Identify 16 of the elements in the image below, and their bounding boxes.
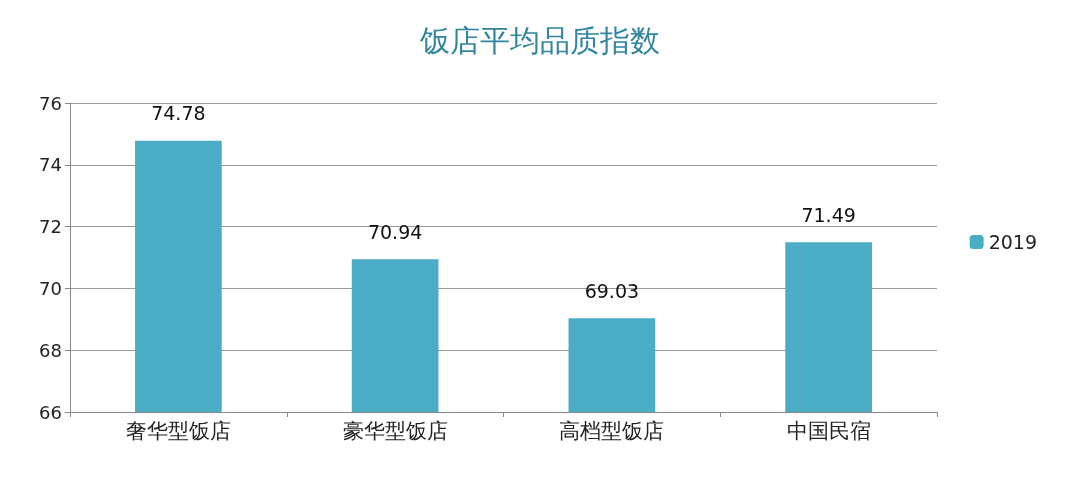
y-tick-label: 68 xyxy=(39,339,62,361)
legend-label: 2019 xyxy=(988,231,1038,253)
x-tick-label: 豪华型饭店 xyxy=(342,418,448,443)
data-label: 70.94 xyxy=(367,220,423,243)
y-tick-label: 70 xyxy=(39,277,62,299)
data-label: 71.49 xyxy=(801,203,856,226)
y-tick-label: 66 xyxy=(39,401,62,423)
y-tick-label: 72 xyxy=(39,216,62,238)
x-tick-label: 中国民宿 xyxy=(786,418,871,443)
y-tick-label: 74 xyxy=(39,154,62,176)
data-label: 69.03 xyxy=(584,279,640,302)
x-tick-label: 高档型饭店 xyxy=(559,418,665,443)
chart-title: 饭店平均品质指数 xyxy=(419,22,660,58)
x-tick-label: 奢华型饭店 xyxy=(125,418,231,443)
y-tick-label: 76 xyxy=(39,92,62,114)
data-label: 74.78 xyxy=(151,102,206,125)
